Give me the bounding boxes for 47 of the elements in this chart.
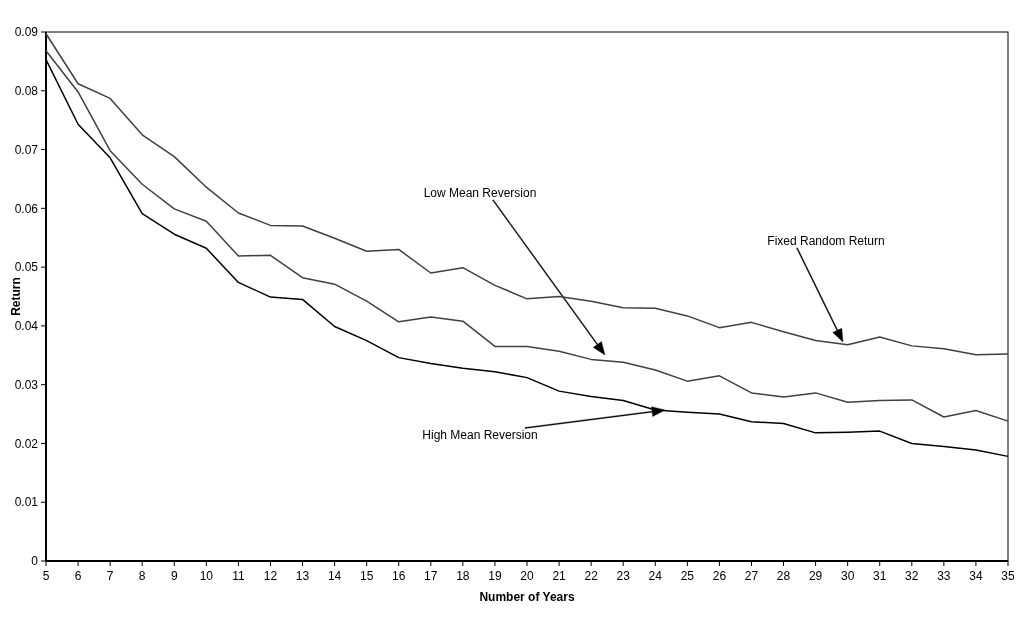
x-tick-label: 10	[199, 569, 214, 583]
x-tick-label: 13	[295, 569, 310, 583]
y-tick-label: 0.01	[14, 495, 39, 510]
x-tick-label: 7	[106, 569, 114, 583]
x-tick-label: 8	[138, 569, 146, 583]
x-tick-label: 19	[488, 569, 502, 583]
x-tick-label: 31	[873, 569, 887, 583]
x-axis-title: Number of Years	[479, 590, 575, 604]
y-tick-label: 0.06	[14, 201, 39, 216]
x-tick-label: 24	[648, 569, 663, 583]
x-tick-label: 25	[680, 569, 695, 583]
x-tick-label: 6	[74, 569, 82, 583]
x-tick-label: 12	[263, 569, 278, 583]
x-tick-label: 22	[584, 569, 599, 583]
y-tick-label: 0.08	[14, 83, 39, 98]
x-tick-label: 9	[170, 569, 178, 583]
x-tick-label: 33	[937, 569, 951, 583]
x-tick-label: 21	[552, 569, 567, 583]
x-tick-label: 34	[969, 569, 983, 583]
x-tick-label: 28	[776, 569, 791, 583]
y-tick-label: 0.03	[14, 377, 39, 392]
x-tick-label: 14	[327, 569, 342, 583]
y-tick-label: 0.09	[14, 25, 39, 40]
y-tick-label: 0.04	[14, 319, 39, 334]
y-tick-label: 0.02	[14, 436, 39, 451]
x-tick-label: 29	[808, 569, 823, 583]
x-tick-label: 35	[1001, 569, 1015, 583]
x-tick-label: 18	[456, 569, 470, 583]
annotation: Fixed Random Return	[767, 234, 885, 249]
x-tick-label: 27	[744, 569, 759, 583]
x-tick-label: 26	[712, 569, 727, 583]
x-tick-label: 11	[232, 569, 245, 583]
x-tick-label: 20	[520, 569, 534, 583]
x-tick-label: 30	[840, 569, 855, 583]
y-tick-label: 0.07	[14, 142, 39, 157]
y-tick-label: 0.05	[14, 260, 39, 275]
x-tick-label: 5	[42, 569, 50, 583]
annotation: High Mean Reversion	[422, 428, 538, 443]
y-axis-title: Return	[9, 277, 23, 316]
x-tick-label: 23	[616, 569, 631, 583]
x-tick-label: 15	[359, 569, 374, 583]
y-tick-label: 0	[31, 554, 39, 569]
x-tick-label: 17	[424, 569, 438, 583]
annotation: Low Mean Reversion	[423, 186, 537, 201]
line-series	[45, 33, 1009, 356]
x-tick-label: 32	[905, 569, 919, 583]
x-tick-label: 16	[392, 569, 406, 583]
